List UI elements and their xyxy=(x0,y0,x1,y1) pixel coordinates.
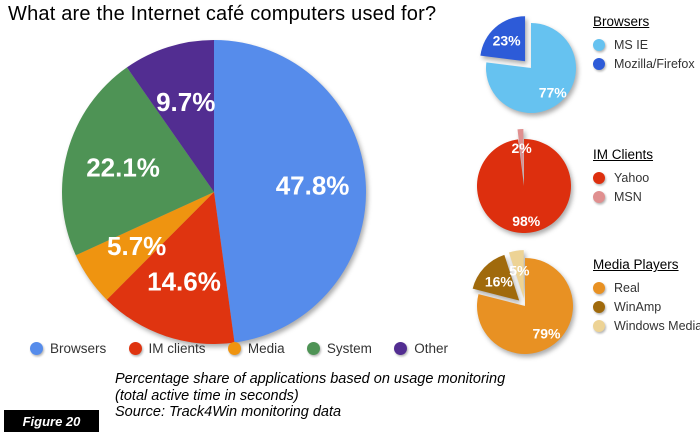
main-slice-im-clients xyxy=(106,192,235,344)
browsers-slice-mozilla-firefox xyxy=(480,16,526,62)
browsers-breakdown-block: Browsers MS IE Mozilla/Firefox xyxy=(593,14,700,76)
browsers-pie-labels: 77% 23% xyxy=(493,32,568,100)
im-clients-swatch-icon xyxy=(128,342,142,355)
im-clients-slice-msn xyxy=(517,129,524,177)
main-slice-media xyxy=(75,192,214,300)
legend-label: Yahoo xyxy=(614,171,650,185)
browsers-label-mozilla-firefox: 23% xyxy=(493,32,522,48)
legend-label: MS IE xyxy=(614,38,649,52)
page-title: What are the Internet café computers use… xyxy=(8,3,437,25)
browsers-slice-ms-ie xyxy=(486,23,576,113)
chart-caption: Percentage share of applications based o… xyxy=(115,371,505,421)
media-players-breakdown-block: Media Players Real WinAmp Windows Media xyxy=(593,257,700,338)
im-clients-breakdown-block: IM Clients Yahoo MSN xyxy=(593,147,700,209)
other-swatch-icon xyxy=(394,342,408,355)
main-legend-item-media: Media xyxy=(227,341,285,356)
im-clients-label-yahoo: 98% xyxy=(512,213,541,229)
ms-ie-swatch-icon xyxy=(593,39,605,51)
browsers-label-ms-ie: 77% xyxy=(539,85,568,101)
media-players-legend-item-winamp: WinAmp xyxy=(593,300,700,314)
browsers-legend-item-ms-ie: MS IE xyxy=(593,38,700,52)
browsers-legend: MS IE Mozilla/Firefox xyxy=(593,38,700,71)
legend-label: Other xyxy=(414,341,448,356)
im-clients-pie xyxy=(476,129,571,233)
im-clients-legend: Yahoo MSN xyxy=(593,171,700,204)
media-players-legend-item-real: Real xyxy=(593,281,700,295)
browsers-swatch-icon xyxy=(30,342,43,355)
main-slice-other xyxy=(126,40,214,192)
media-players-legend: Real WinAmp Windows Media xyxy=(593,281,700,333)
browsers-legend-item-mozilla-firefox: Mozilla/Firefox xyxy=(593,57,700,71)
caption-line-3: Source: Track4Win monitoring data xyxy=(115,404,342,420)
legend-label: System xyxy=(326,341,372,356)
media-players-pie xyxy=(472,250,574,354)
main-legend-item-system: System xyxy=(306,341,372,356)
main-legend-item-browsers: Browsers xyxy=(30,341,106,356)
main-pie-labels: 47.8% 14.6% 5.7% 22.1% 9.7% xyxy=(86,87,349,296)
im-clients-legend-item-msn: MSN xyxy=(593,190,700,204)
winamp-swatch-icon xyxy=(593,301,605,313)
main-label-system: 22.1% xyxy=(86,152,160,182)
main-label-browsers: 47.8% xyxy=(276,170,350,200)
main-slice-system xyxy=(62,67,215,256)
figure-number-badge: Figure 20 xyxy=(4,410,99,432)
main-legend-item-im-clients: IM clients xyxy=(128,341,206,356)
legend-label: WinAmp xyxy=(614,300,662,314)
mozilla-firefox-swatch-icon xyxy=(593,58,605,70)
legend-label: MSN xyxy=(614,190,642,204)
real-swatch-icon xyxy=(593,282,605,294)
caption-line-1: Percentage share of applications based o… xyxy=(115,371,506,387)
im-clients-label-msn: 2% xyxy=(511,140,532,156)
media-swatch-icon xyxy=(227,342,241,355)
legend-label: Browsers xyxy=(50,341,107,356)
im-clients-legend-item-yahoo: Yahoo xyxy=(593,171,700,185)
media-players-slice-real xyxy=(477,258,574,354)
media-players-label-real: 79% xyxy=(532,326,561,342)
im-clients-breakdown-title: IM Clients xyxy=(593,147,654,162)
system-swatch-icon xyxy=(306,342,320,355)
im-clients-pie-labels: 98% 2% xyxy=(511,140,540,229)
im-clients-slice-yahoo xyxy=(476,139,571,233)
caption-line-2: (total active time in seconds) xyxy=(115,387,299,404)
media-players-pie-labels: 79% 16%5% xyxy=(485,263,561,342)
main-label-im-clients: 14.6% xyxy=(147,266,221,296)
browsers-pie xyxy=(480,16,576,113)
browsers-breakdown-title: Browsers xyxy=(593,14,650,29)
main-label-media: 5.7% xyxy=(107,231,166,261)
legend-label: Media xyxy=(247,341,285,356)
legend-label: IM clients xyxy=(148,341,206,356)
media-players-label-windows-media: 5% xyxy=(509,263,530,279)
main-label-other: 9.7% xyxy=(156,87,215,117)
media-players-breakdown-title: Media Players xyxy=(593,257,679,272)
legend-label: Windows Media xyxy=(614,319,700,333)
media-players-label-winamp: 16% xyxy=(485,273,514,289)
main-pie-legend: Browsers IM clients Media System Other xyxy=(30,341,448,356)
msn-swatch-icon xyxy=(593,191,605,203)
main-legend-item-other: Other xyxy=(394,341,448,356)
windows-media-swatch-icon xyxy=(593,320,605,332)
media-players-slice-windows-media xyxy=(508,250,524,299)
legend-label: Real xyxy=(614,281,640,295)
media-players-legend-item-windows-media: Windows Media xyxy=(593,319,700,333)
main-pie xyxy=(62,40,366,344)
main-slice-browsers xyxy=(214,40,366,343)
legend-label: Mozilla/Firefox xyxy=(614,57,695,71)
media-players-slice-winamp xyxy=(472,254,520,301)
yahoo-swatch-icon xyxy=(593,172,605,184)
